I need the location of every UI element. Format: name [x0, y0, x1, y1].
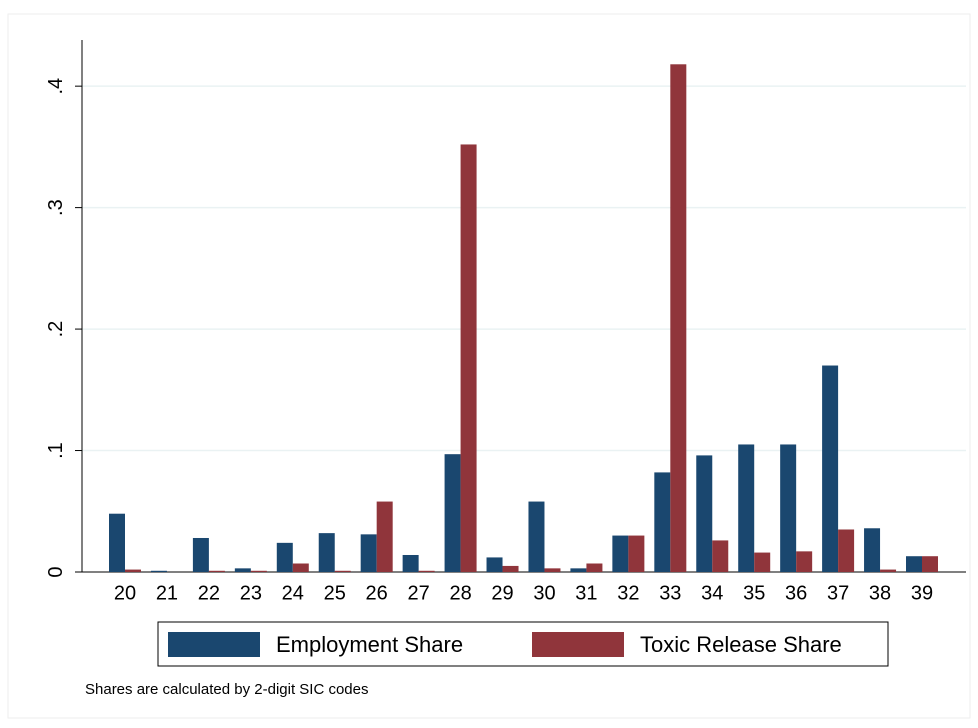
- bar: [234, 568, 251, 572]
- x-tick-label: 21: [156, 582, 178, 604]
- bar: [318, 533, 335, 572]
- x-tick-label: 31: [575, 582, 597, 604]
- bar: [150, 570, 167, 572]
- legend-swatch: [532, 632, 624, 657]
- legend-label: Employment Share: [276, 632, 463, 657]
- x-tick-label: 30: [533, 582, 555, 604]
- bar: [838, 529, 855, 572]
- x-tick-label: 33: [659, 582, 681, 604]
- y-tick-label: 0: [45, 566, 67, 577]
- bar: [670, 64, 687, 572]
- bar: [208, 570, 225, 572]
- bar: [864, 528, 881, 572]
- bar: [544, 568, 561, 572]
- bar: [906, 556, 922, 572]
- bar: [696, 455, 713, 572]
- x-tick-label: 34: [701, 582, 723, 604]
- bar: [654, 472, 671, 572]
- x-tick-label: 29: [491, 582, 513, 604]
- x-tick-label: 23: [240, 582, 262, 604]
- x-tick-label: 27: [408, 582, 430, 604]
- bar: [402, 554, 419, 572]
- x-tick-label: 38: [869, 582, 891, 604]
- bar: [276, 542, 293, 572]
- bar: [125, 569, 141, 572]
- x-tick-label: 36: [785, 582, 807, 604]
- bar: [360, 534, 377, 572]
- bar: [738, 444, 755, 572]
- x-tick-label: 22: [198, 582, 220, 604]
- bar: [250, 570, 267, 572]
- bar: [570, 568, 587, 572]
- x-tick-label: 35: [743, 582, 765, 604]
- bar: [796, 551, 813, 572]
- bar: [754, 552, 771, 572]
- bar: [109, 513, 125, 572]
- y-tick-label: .1: [45, 442, 67, 459]
- x-tick-label: 39: [911, 582, 933, 604]
- legend-swatch: [168, 632, 260, 657]
- note: Shares are calculated by 2-digit SIC cod…: [85, 681, 368, 698]
- bar: [586, 563, 603, 572]
- bar: [712, 540, 729, 572]
- bar: [880, 569, 897, 572]
- legend-box: [157, 621, 889, 667]
- bar: [444, 454, 461, 572]
- bar: [376, 501, 393, 572]
- bar: [502, 565, 519, 572]
- bar: [192, 537, 209, 572]
- x-tick-label: 26: [366, 582, 388, 604]
- y-tick-label: .2: [45, 321, 67, 338]
- bar: [292, 563, 309, 572]
- y-tick-label: .3: [45, 199, 67, 216]
- y-tick-label: .4: [45, 78, 67, 95]
- x-tick-label: 25: [324, 582, 346, 604]
- bar: [486, 557, 503, 572]
- bar: [528, 501, 545, 572]
- x-tick-label: 32: [617, 582, 639, 604]
- bar: [334, 570, 351, 572]
- bar: [922, 556, 938, 572]
- graph-region: [7, 13, 971, 719]
- x-tick-label: 20: [114, 582, 136, 604]
- bar: [612, 535, 629, 572]
- x-tick-label: 37: [827, 582, 849, 604]
- bar: [822, 365, 839, 572]
- x-tick-label: 28: [449, 582, 471, 604]
- bar: [418, 570, 435, 572]
- legend-label: Toxic Release Share: [640, 632, 842, 657]
- bar: [460, 144, 477, 573]
- x-tick-label: 24: [282, 582, 304, 604]
- bar: [780, 444, 797, 572]
- bar: [628, 535, 645, 572]
